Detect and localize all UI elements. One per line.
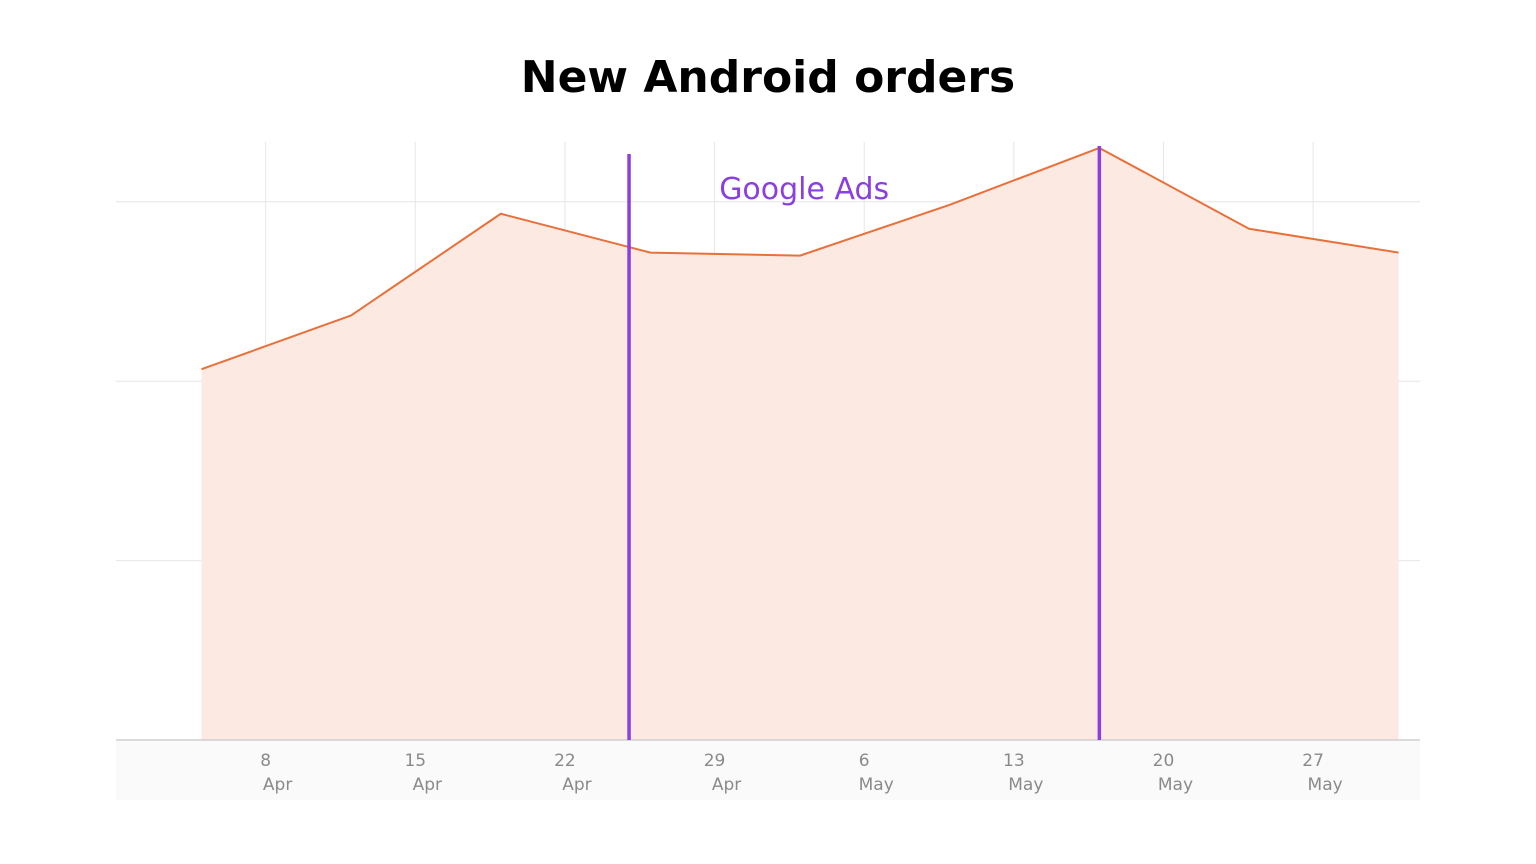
annotation-label: Google Ads bbox=[719, 172, 889, 207]
x-tick-month: May bbox=[1008, 775, 1043, 795]
x-tick-month: May bbox=[1308, 775, 1343, 795]
x-tick-day: 6 bbox=[859, 751, 870, 771]
x-tick-month: Apr bbox=[263, 775, 292, 795]
x-tick-day: 22 bbox=[554, 751, 576, 771]
series-area-fill bbox=[201, 147, 1399, 741]
x-tick-day: 15 bbox=[404, 751, 426, 771]
x-tick-month: Apr bbox=[712, 775, 741, 795]
series-area bbox=[201, 146, 1399, 741]
chart-title: New Android orders bbox=[520, 52, 1016, 103]
x-tick-labels: 8 Apr 15 Apr 22 Apr 29 Apr 6 May 13 May 20 May 27 May bbox=[260, 751, 1342, 795]
x-tick-day: 29 bbox=[704, 751, 726, 771]
x-tick-month: May bbox=[1158, 775, 1193, 795]
x-tick-month: Apr bbox=[413, 775, 442, 795]
x-axis-band bbox=[116, 740, 1420, 800]
x-tick-day: 8 bbox=[260, 751, 271, 771]
x-tick-month: May bbox=[859, 775, 894, 795]
x-tick-day: 27 bbox=[1302, 751, 1324, 771]
x-tick-day: 20 bbox=[1153, 751, 1175, 771]
annotations: Google Ads bbox=[627, 146, 1102, 740]
x-tick-day: 13 bbox=[1003, 751, 1025, 771]
x-tick-month: Apr bbox=[562, 775, 591, 795]
